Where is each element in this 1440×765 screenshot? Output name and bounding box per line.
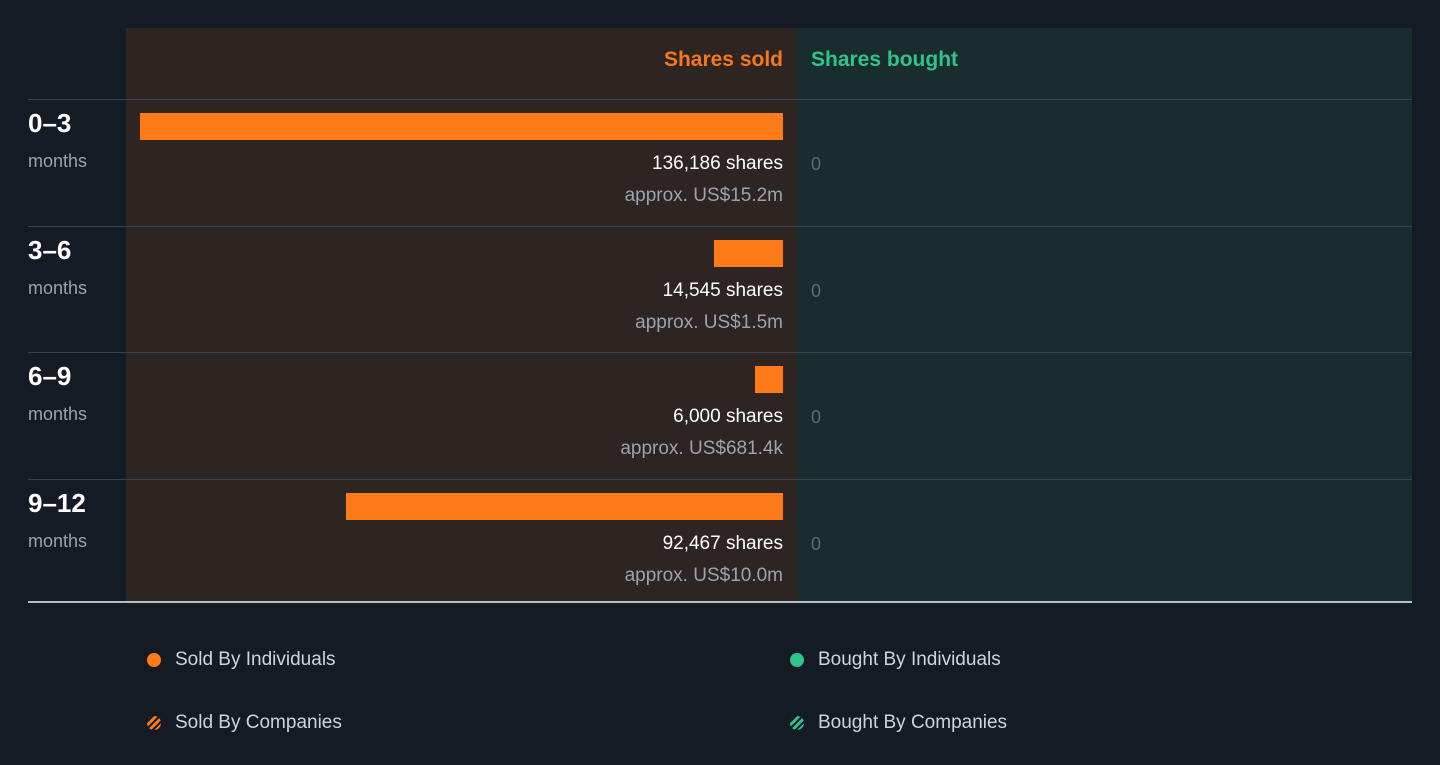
legend-dot-marker-icon [147,653,161,667]
period-label: 3–6 [28,234,72,265]
shares-sold-bar [754,366,783,393]
shares-sold-value: 6,000 shares [673,406,783,427]
legend-label: Bought By Companies [818,712,1008,733]
shares-bought-column [797,28,1412,602]
shares-sold-approx-value: approx. US$1.5m [635,311,783,333]
legend-item: Sold By Individuals [147,649,336,671]
legend-dot-marker-icon [790,653,804,667]
legend-label: Sold By Companies [175,712,342,733]
shares-sold-value: 136,186 shares [652,153,783,174]
period-unit-label: months [28,151,88,171]
shares-sold-bar [140,113,783,140]
period-label: 0–3 [28,108,72,138]
row-divider [28,601,1412,603]
shares-bought-value: 0 [811,154,822,174]
shares-sold-approx-value: approx. US$10.0m [624,564,783,586]
legend-item: Bought By Companies [790,712,1007,734]
shares-sold-bar [714,239,783,267]
shares-sold-approx-value: approx. US$681.4k [620,438,783,459]
legend-label: Sold By Individuals [175,649,336,670]
shares-sold-value: 14,545 shares [662,279,783,301]
period-label: 6–9 [28,361,72,391]
legend-label: Bought By Individuals [818,649,1001,670]
shares-sold-value: 92,467 shares [662,532,783,554]
row-divider [28,225,1412,227]
shares-sold-header: Shares sold [663,48,783,71]
legend-hatched-marker-icon [147,716,161,730]
period-unit-label: months [28,530,88,551]
period-unit-label: months [28,404,88,424]
row-divider [28,99,1412,100]
shares-bought-value: 0 [811,533,822,554]
shares-sold-bar [346,492,783,520]
legend-item: Bought By Individuals [790,649,1001,671]
row-divider [28,352,1412,353]
period-unit-label: months [28,277,88,298]
shares-sold-approx-value: approx. US$15.2m [624,185,783,206]
period-label: 9–12 [28,487,86,518]
shares-bought-value: 0 [811,407,822,427]
legend-item: Sold By Companies [147,712,342,734]
legend-hatched-marker-icon [790,716,804,730]
row-divider [28,478,1412,480]
shares-bought-header: Shares bought [811,48,959,71]
shares-bought-value: 0 [811,280,822,301]
